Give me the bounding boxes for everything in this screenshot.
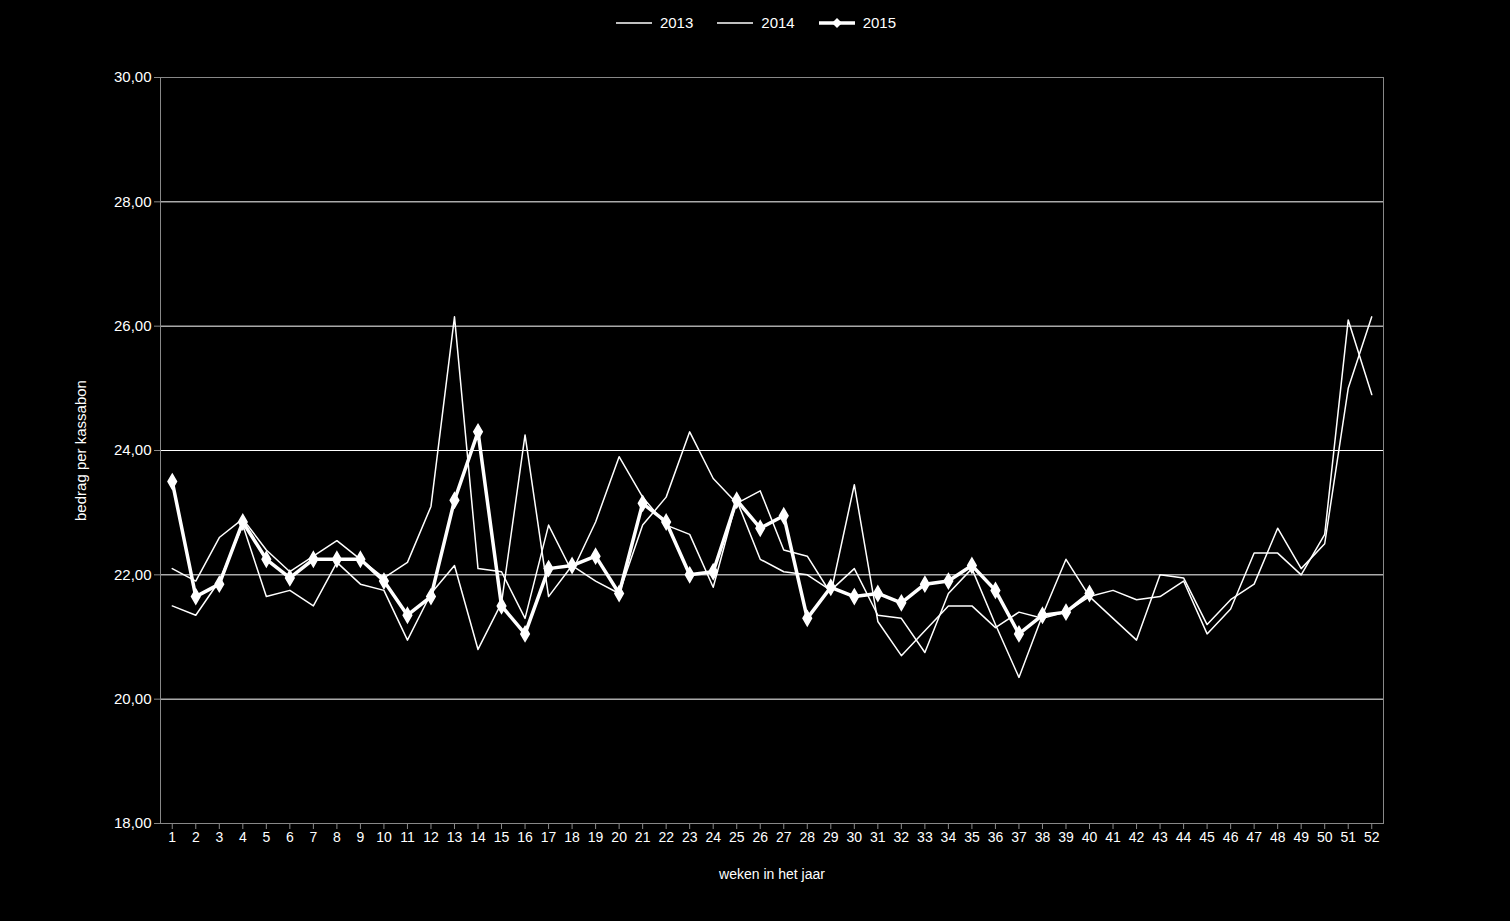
svg-text:24,00: 24,00 bbox=[114, 441, 152, 458]
svg-text:42: 42 bbox=[1129, 829, 1145, 845]
svg-text:49: 49 bbox=[1293, 829, 1309, 845]
svg-text:10: 10 bbox=[376, 829, 392, 845]
svg-text:4: 4 bbox=[239, 829, 247, 845]
svg-text:46: 46 bbox=[1223, 829, 1239, 845]
svg-text:44: 44 bbox=[1176, 829, 1192, 845]
svg-text:22,00: 22,00 bbox=[114, 566, 152, 583]
svg-text:38: 38 bbox=[1035, 829, 1051, 845]
svg-text:37: 37 bbox=[1011, 829, 1027, 845]
svg-text:43: 43 bbox=[1152, 829, 1168, 845]
svg-text:18: 18 bbox=[564, 829, 580, 845]
svg-text:18,00: 18,00 bbox=[114, 814, 152, 831]
svg-text:1: 1 bbox=[168, 829, 176, 845]
svg-text:19: 19 bbox=[588, 829, 604, 845]
svg-text:48: 48 bbox=[1270, 829, 1286, 845]
svg-text:3: 3 bbox=[215, 829, 223, 845]
svg-text:21: 21 bbox=[635, 829, 651, 845]
svg-text:12: 12 bbox=[423, 829, 439, 845]
svg-text:47: 47 bbox=[1246, 829, 1262, 845]
svg-text:9: 9 bbox=[357, 829, 365, 845]
svg-text:28: 28 bbox=[799, 829, 815, 845]
svg-text:2: 2 bbox=[192, 829, 200, 845]
svg-text:15: 15 bbox=[494, 829, 510, 845]
svg-text:6: 6 bbox=[286, 829, 294, 845]
svg-text:20,00: 20,00 bbox=[114, 690, 152, 707]
svg-text:17: 17 bbox=[541, 829, 557, 845]
html-text:2013: 2013 bbox=[659, 14, 694, 31]
svg-text:51: 51 bbox=[1340, 829, 1356, 845]
svg-text:26,00: 26,00 bbox=[114, 317, 152, 334]
svg-text:weken in het jaar: weken in het jaar bbox=[718, 866, 825, 882]
html-text:2014: 2014 bbox=[761, 14, 795, 31]
html-text:2015: 2015 bbox=[862, 14, 897, 31]
svg-text:bedrag per kassabon: bedrag per kassabon bbox=[72, 380, 89, 521]
svg-text:50: 50 bbox=[1317, 829, 1333, 845]
svg-text:25: 25 bbox=[729, 829, 745, 845]
svg-text:36: 36 bbox=[988, 829, 1004, 845]
svg-text:29: 29 bbox=[823, 829, 839, 845]
svg-text:26: 26 bbox=[752, 829, 768, 845]
svg-text:32: 32 bbox=[894, 829, 910, 845]
svg-text:20: 20 bbox=[611, 829, 627, 845]
svg-text:34: 34 bbox=[941, 829, 957, 845]
svg-text:40: 40 bbox=[1082, 829, 1098, 845]
svg-text:33: 33 bbox=[917, 829, 933, 845]
svg-text:30: 30 bbox=[847, 829, 863, 845]
svg-text:13: 13 bbox=[447, 829, 463, 845]
svg-text:7: 7 bbox=[309, 829, 317, 845]
svg-text:23: 23 bbox=[682, 829, 698, 845]
svg-text:31: 31 bbox=[870, 829, 886, 845]
svg-text:45: 45 bbox=[1199, 829, 1215, 845]
svg-text:39: 39 bbox=[1058, 829, 1074, 845]
svg-text:5: 5 bbox=[262, 829, 270, 845]
svg-text:22: 22 bbox=[658, 829, 674, 845]
svg-text:30,00: 30,00 bbox=[114, 68, 152, 85]
svg-text:41: 41 bbox=[1105, 829, 1121, 845]
svg-text:16: 16 bbox=[517, 829, 533, 845]
svg-text:52: 52 bbox=[1364, 829, 1380, 845]
svg-text:11: 11 bbox=[400, 829, 415, 845]
svg-text:27: 27 bbox=[776, 829, 792, 845]
svg-text:28,00: 28,00 bbox=[114, 193, 152, 210]
svg-text:14: 14 bbox=[470, 829, 486, 845]
svg-text:8: 8 bbox=[333, 829, 341, 845]
svg-text:24: 24 bbox=[705, 829, 721, 845]
svg-text:35: 35 bbox=[964, 829, 980, 845]
